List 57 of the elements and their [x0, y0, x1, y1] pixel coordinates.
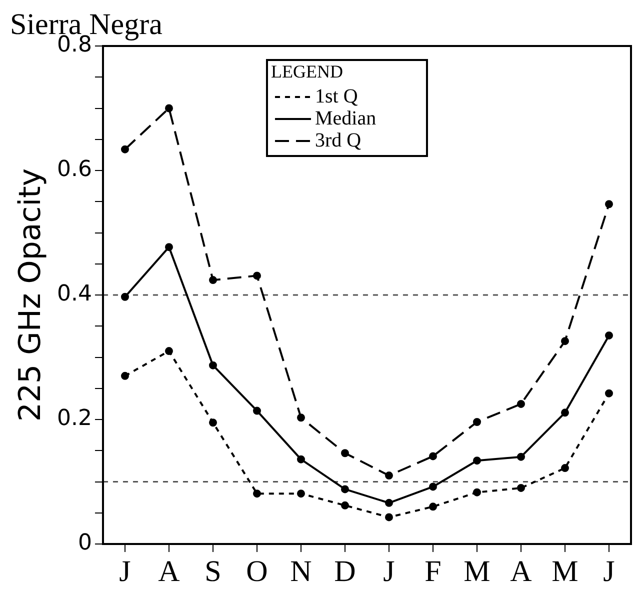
- legend-label: 1st Q: [314, 85, 358, 108]
- y-axis-title: 225 GHz Opacity: [12, 168, 48, 422]
- point: [605, 389, 613, 398]
- point: [208, 418, 217, 427]
- point: [296, 414, 305, 422]
- x-tick-label: J: [119, 554, 132, 588]
- point: [296, 490, 305, 498]
- point: [120, 292, 129, 301]
- point: [384, 498, 393, 507]
- point: [252, 490, 261, 498]
- point: [340, 485, 349, 494]
- y-tick-label: 0.6: [56, 157, 92, 182]
- point: [384, 472, 393, 480]
- x-tick-label: A: [510, 554, 532, 588]
- point: [340, 449, 349, 458]
- x-tick-label: A: [158, 554, 180, 588]
- point: [472, 488, 481, 496]
- point: [208, 276, 217, 284]
- point: [516, 484, 525, 492]
- legend-label: 3rd Q: [314, 129, 362, 152]
- point: [120, 372, 129, 380]
- point: [120, 145, 129, 154]
- point: [252, 272, 261, 280]
- point: [472, 456, 481, 465]
- point: [428, 502, 437, 511]
- x-tick-label: O: [246, 554, 268, 588]
- point: [164, 243, 173, 252]
- point: [384, 513, 393, 522]
- legend-label: Median: [314, 107, 376, 130]
- x-tick-label: M: [464, 554, 490, 588]
- point: [164, 347, 173, 356]
- point: [428, 452, 437, 460]
- point: [605, 331, 613, 340]
- y-tick-label: 0.2: [56, 406, 92, 432]
- point: [561, 408, 569, 417]
- y-tick-label: 0: [78, 530, 92, 556]
- point: [164, 104, 173, 112]
- x-tick-label: F: [424, 554, 442, 588]
- point: [208, 361, 217, 370]
- legend-title: LEGEND: [270, 62, 343, 82]
- point: [252, 406, 261, 415]
- point: [340, 501, 349, 510]
- x-tick-label: S: [204, 554, 222, 588]
- point: [472, 418, 481, 426]
- x-tick-label: M: [552, 554, 578, 588]
- x-tick-label: J: [383, 554, 396, 588]
- point: [605, 200, 613, 208]
- point: [561, 337, 569, 346]
- point: [516, 400, 525, 408]
- point: [428, 482, 437, 491]
- point: [516, 452, 525, 461]
- x-tick-label: J: [603, 554, 616, 588]
- point: [296, 455, 305, 464]
- point: [561, 464, 569, 472]
- x-tick-label: D: [334, 554, 356, 588]
- y-tick-label: 0.4: [56, 282, 92, 307]
- x-tick-label: N: [290, 554, 312, 588]
